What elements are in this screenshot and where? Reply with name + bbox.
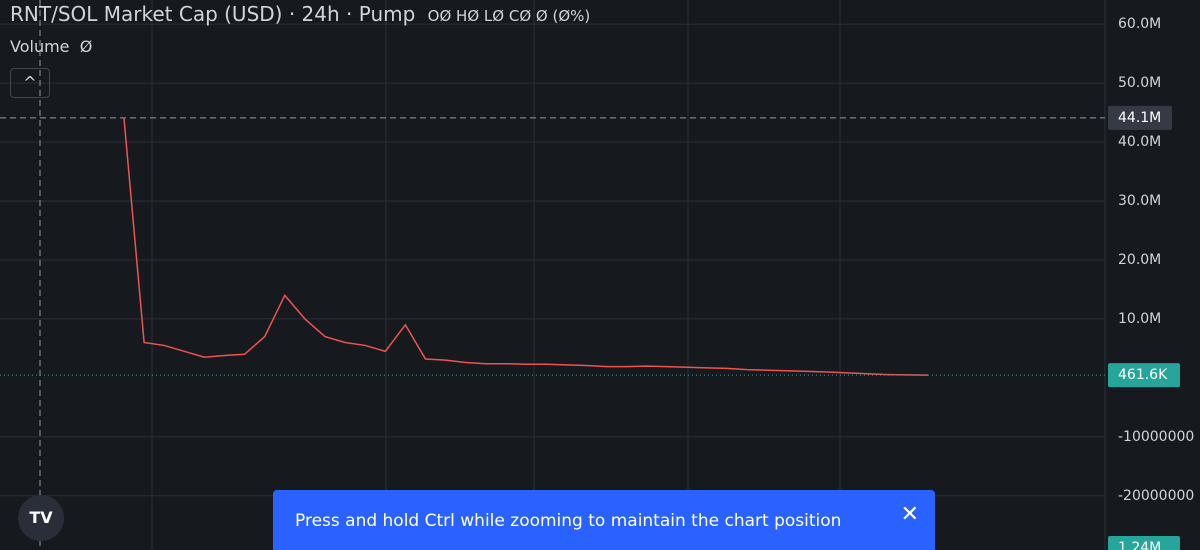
last-price-label: 461.6K bbox=[1118, 367, 1168, 383]
y-tick-label: 60.0M bbox=[1118, 16, 1161, 32]
volume-value: Ø bbox=[79, 37, 93, 56]
price-line bbox=[123, 118, 929, 376]
close-button[interactable]: ✕ bbox=[900, 502, 919, 527]
y-tick-label: -10000000 bbox=[1118, 429, 1194, 445]
y-tick-label: 30.0M bbox=[1118, 193, 1161, 209]
ohlc: OØ HØ LØ CØ Ø (Ø%) bbox=[427, 7, 591, 25]
volume-axis-label: 1.24M bbox=[1118, 540, 1161, 550]
crosshair-label: 44.1M bbox=[1118, 110, 1161, 126]
y-tick-label: 10.0M bbox=[1118, 311, 1161, 327]
logo[interactable]: TV bbox=[18, 495, 64, 541]
y-tick-label: 20.0M bbox=[1118, 252, 1161, 268]
header-title: RNT/SOL Market Cap (USD) · 24h · Pump OØ… bbox=[10, 2, 590, 26]
volume-legend: Volume Ø bbox=[10, 37, 92, 56]
v-grid bbox=[151, 0, 841, 550]
volume-label: Volume bbox=[10, 37, 70, 56]
last-price-bg bbox=[1108, 363, 1180, 388]
toast-message: Press and hold Ctrl while zooming to mai… bbox=[295, 511, 842, 531]
y-tick-label: 50.0M bbox=[1118, 75, 1161, 91]
title: RNT/SOL Market Cap (USD) · 24h · Pump bbox=[10, 2, 416, 26]
collapse-button[interactable]: ^ bbox=[10, 68, 50, 98]
y-tick-label: -20000000 bbox=[1118, 488, 1194, 504]
y-tick-label: 40.0M bbox=[1118, 134, 1161, 150]
crosshair-label-bg bbox=[1108, 105, 1172, 130]
toast: Press and hold Ctrl while zooming to mai… bbox=[273, 490, 935, 550]
volume-label-bg bbox=[1108, 536, 1180, 550]
